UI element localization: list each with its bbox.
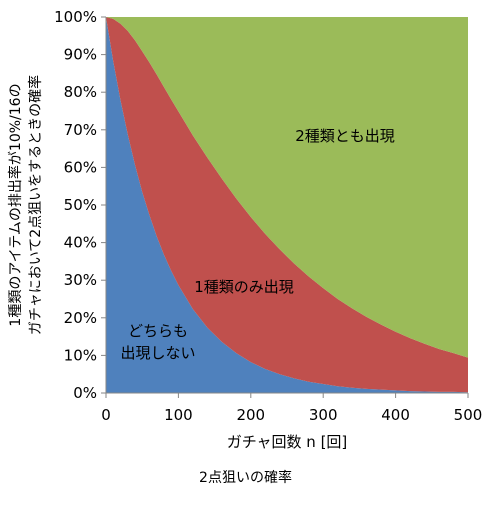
y-tick-label: 90% xyxy=(64,46,97,64)
area-series-2 xyxy=(106,17,468,393)
area-label-series-2: 1種類のみ出現 xyxy=(194,278,294,296)
area-series-1 xyxy=(106,17,468,393)
y-tick-label: 60% xyxy=(64,158,97,176)
y-tick-label: 100% xyxy=(54,8,97,26)
y-tick-label: 80% xyxy=(64,83,97,101)
area-label-series-1: どちらも出現しない xyxy=(120,322,195,362)
x-tick-label: 200 xyxy=(236,406,265,424)
y-tick-label: 30% xyxy=(64,271,97,289)
y-axis-title-line: ガチャにおいて2点狙いをするときの確率 xyxy=(27,75,44,335)
x-axis-title: ガチャ回数 n [回] xyxy=(227,433,348,451)
x-tick-label: 400 xyxy=(381,406,410,424)
area-labels: どちらも出現しない 1種類のみ出現 2種類とも出現 xyxy=(120,127,394,362)
x-axis-ticks: 0 100 200 300 400 500 xyxy=(101,393,482,424)
area-label-series-3: 2種類とも出現 xyxy=(295,127,395,145)
y-axis-title: 1種類のアイテムの排出率が10%/16の ガチャにおいて2点狙いをするときの確率 xyxy=(7,75,44,335)
x-tick-label: 0 xyxy=(101,406,111,424)
area-label-line: どちらも xyxy=(128,322,188,340)
y-tick-label: 20% xyxy=(64,309,97,327)
area-series-3 xyxy=(106,17,468,358)
chart-caption: 2点狙いの確率 xyxy=(199,470,292,486)
x-tick-label: 100 xyxy=(164,406,193,424)
x-tick-label: 300 xyxy=(309,406,338,424)
plot-areas xyxy=(106,17,468,393)
y-tick-label: 50% xyxy=(64,196,97,214)
y-tick-label: 70% xyxy=(64,121,97,139)
y-axis-title-line: 1種類のアイテムの排出率が10%/16の xyxy=(7,83,24,326)
y-tick-label: 10% xyxy=(64,346,97,364)
y-tick-label: 40% xyxy=(64,234,97,252)
area-label-line: 1種類のみ出現 xyxy=(194,278,294,296)
x-tick-label: 500 xyxy=(454,406,483,424)
area-label-line: 出現しない xyxy=(120,344,195,362)
y-axis-ticks: 0% 10% 20% 30% 40% 50% 60% 70% 80% 90% 100% xyxy=(54,8,106,402)
area-label-line: 2種類とも出現 xyxy=(295,127,395,145)
y-tick-label: 0% xyxy=(73,384,97,402)
